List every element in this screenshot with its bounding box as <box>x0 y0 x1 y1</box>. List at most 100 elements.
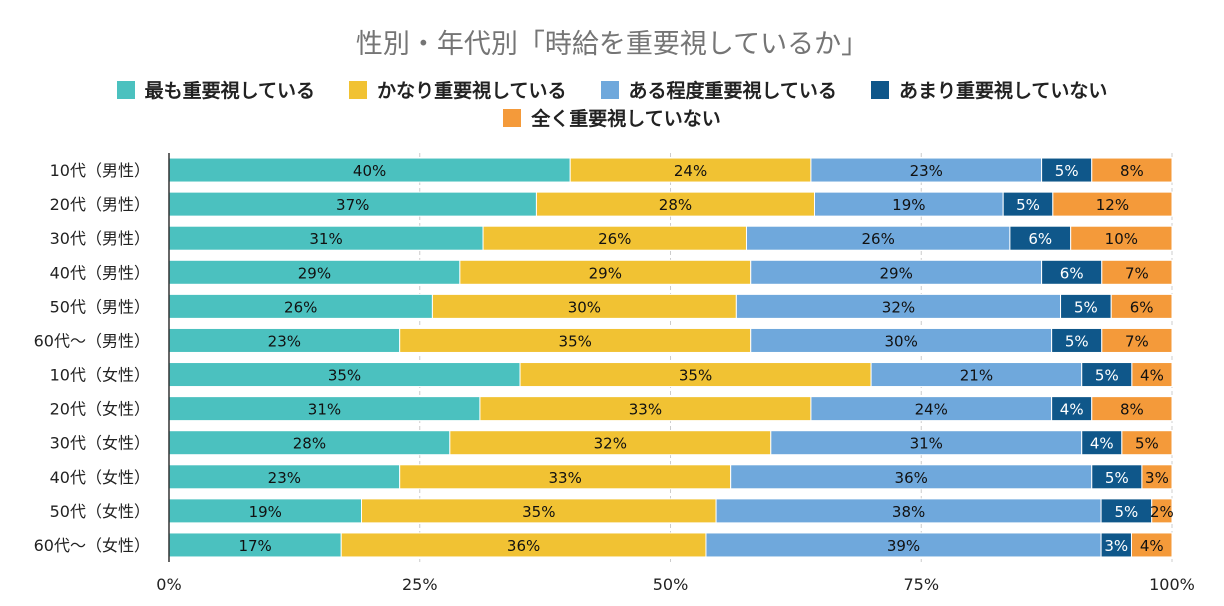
data-label: 21% <box>960 367 993 385</box>
bar-segment <box>1141 464 1173 490</box>
data-label: 6% <box>1028 230 1052 248</box>
data-label: 36% <box>507 537 540 555</box>
x-tick-label: 50% <box>653 575 689 594</box>
data-label: 8% <box>1120 401 1144 419</box>
legend-item-quite-important[interactable]: かなり重要視している <box>349 76 567 103</box>
bar-segment <box>813 191 1004 217</box>
data-label: 32% <box>594 435 627 453</box>
data-label: 17% <box>238 537 271 555</box>
bar-segment <box>1101 259 1173 285</box>
legend-item-not-very-important[interactable]: あまり重要視していない <box>870 76 1107 103</box>
data-label: 5% <box>1016 196 1040 214</box>
data-label: 3% <box>1104 537 1128 555</box>
bar-segment <box>168 464 401 490</box>
data-label: 2% <box>1150 503 1174 521</box>
data-label: 33% <box>549 469 582 487</box>
bar-segment <box>1002 191 1054 217</box>
bar-segment <box>519 362 872 388</box>
data-label: 39% <box>887 537 920 555</box>
data-label: 35% <box>559 332 592 350</box>
data-label: 26% <box>284 298 317 316</box>
data-label: 32% <box>882 298 915 316</box>
legend-label: 最も重要視している <box>144 80 316 102</box>
data-label: 7% <box>1125 332 1149 350</box>
category-label: 30代（男性） <box>50 229 150 248</box>
data-label: 35% <box>522 503 555 521</box>
category-label: 20代（男性） <box>50 195 150 214</box>
data-label: 23% <box>910 162 943 180</box>
data-label: 28% <box>293 435 326 453</box>
bar-segment <box>1041 157 1093 183</box>
bar-segment <box>730 464 1093 490</box>
data-label: 31% <box>910 435 943 453</box>
category-label: 60代〜（男性） <box>34 331 150 350</box>
data-label: 33% <box>629 401 662 419</box>
data-label: 5% <box>1135 435 1159 453</box>
bar-segment <box>360 498 717 524</box>
chart-title: 性別・年代別「時給を重要視しているか」 <box>355 29 869 60</box>
bar-segment <box>482 225 747 251</box>
data-label: 6% <box>1060 264 1084 282</box>
data-label: 12% <box>1096 196 1129 214</box>
data-label: 6% <box>1130 298 1154 316</box>
bar-segment <box>399 327 752 353</box>
bar-segment <box>1070 225 1173 251</box>
bar-segment <box>1101 327 1173 353</box>
legend-item-not-important-at-all[interactable]: 全く重要視していない <box>503 104 721 131</box>
data-label: 29% <box>880 264 913 282</box>
bar-segment <box>1131 362 1173 388</box>
bar-segment <box>1151 498 1173 524</box>
legend-row-2: 全く重要視していない <box>0 104 1224 131</box>
data-label: 36% <box>895 469 928 487</box>
bar-segment <box>399 464 732 490</box>
data-label: 24% <box>915 401 948 419</box>
bar-segment <box>1091 157 1173 183</box>
legend-item-most-important[interactable]: 最も重要視している <box>116 76 316 103</box>
bar-segment <box>168 191 537 217</box>
category-label: 50代（男性） <box>50 297 150 316</box>
bar-segment <box>1081 362 1133 388</box>
data-label: 10% <box>1105 230 1138 248</box>
legend-swatch <box>116 80 135 99</box>
legend-item-somewhat-important[interactable]: ある程度重要視している <box>600 76 837 103</box>
bar-segment <box>1091 396 1173 422</box>
data-label: 31% <box>309 230 342 248</box>
bar-segment <box>750 327 1053 353</box>
bar-segment <box>1041 259 1103 285</box>
bar-segment <box>168 532 342 558</box>
bar-segment <box>1060 293 1112 319</box>
data-label: 19% <box>249 503 282 521</box>
bar-segment <box>1051 396 1093 422</box>
bar-segment <box>168 225 484 251</box>
bar-segment <box>168 293 433 319</box>
x-tick-label: 100% <box>1149 575 1195 594</box>
category-label: 40代（女性） <box>50 468 150 487</box>
bar-segment <box>1121 430 1173 456</box>
data-label: 29% <box>589 264 622 282</box>
data-label: 38% <box>892 503 925 521</box>
data-label: 35% <box>679 367 712 385</box>
data-label: 23% <box>268 469 301 487</box>
bar-segment <box>1100 532 1132 558</box>
bar-segment <box>1130 532 1173 558</box>
legend-swatch <box>349 80 368 99</box>
bar-segment <box>431 293 737 319</box>
data-label: 4% <box>1140 537 1164 555</box>
x-tick-label: 0% <box>156 575 181 594</box>
bar-segment <box>770 430 1083 456</box>
category-label: 20代（女性） <box>50 400 150 419</box>
data-label: 5% <box>1105 469 1129 487</box>
data-label: 4% <box>1090 435 1114 453</box>
x-tick-label: 75% <box>903 575 939 594</box>
data-label: 30% <box>885 332 918 350</box>
data-label: 7% <box>1125 264 1149 282</box>
legend-label: 全く重要視していない <box>531 108 721 130</box>
data-label: 8% <box>1120 162 1144 180</box>
data-label: 4% <box>1140 367 1164 385</box>
data-label: 28% <box>659 196 692 214</box>
bar-segment <box>745 225 1011 251</box>
bar-segment <box>449 430 772 456</box>
x-tick-label: 25% <box>402 575 438 594</box>
legend-swatch <box>600 80 619 99</box>
